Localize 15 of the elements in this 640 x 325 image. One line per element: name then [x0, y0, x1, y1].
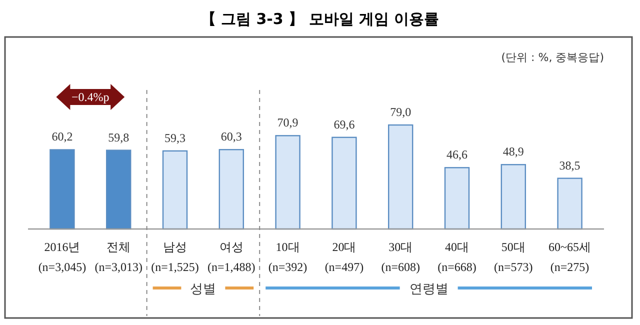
text: 연령별	[409, 282, 448, 297]
data-label: 60,3	[220, 130, 242, 144]
data-label: 70,9	[277, 116, 298, 130]
data-label: 48,9	[502, 144, 524, 159]
title: 【 그림 3-3 】 모바일 게임 이용률	[200, 10, 440, 28]
data-label: 38,5	[559, 158, 580, 172]
data-label: 79,0	[390, 105, 412, 119]
data-label: 59,3	[164, 130, 186, 145]
text: −0.4%p	[72, 90, 110, 104]
text: 성별	[190, 282, 216, 297]
data-label: 60,2	[52, 130, 73, 144]
data-label: 69,6	[334, 117, 355, 132]
data-label: 46,6	[446, 148, 468, 162]
data-label: 59,8	[108, 130, 130, 144]
text: (단위 : %, 중복응답)	[501, 51, 604, 64]
